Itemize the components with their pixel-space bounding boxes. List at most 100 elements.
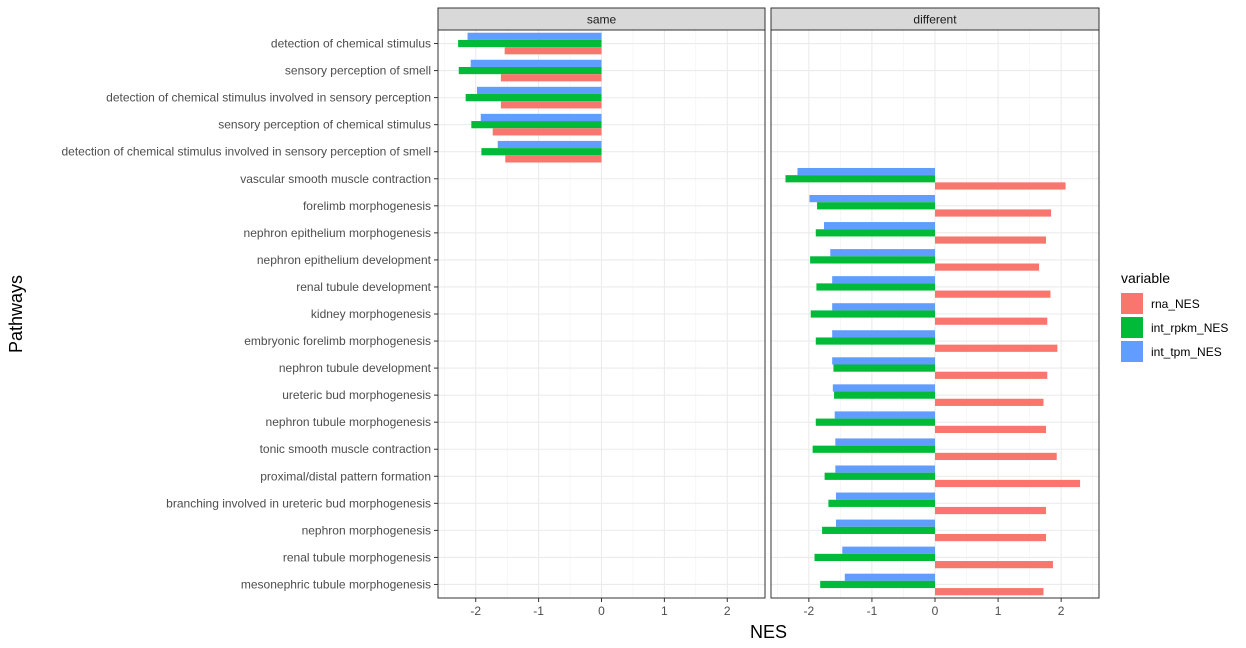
bar-int-rpkm-nes-nephron-morphogenesis (822, 526, 935, 534)
bar-int-tpm-nes-nephron-tubule-development (832, 357, 935, 365)
bar-int-tpm-nes-mesonephric-tubule-morphogenesis (844, 573, 935, 581)
y-tick-label: kidney morphogenesis (311, 307, 431, 321)
y-tick-label: sensory perception of smell (285, 64, 431, 78)
bar-rna-nes-detection-of-chemical-stimulus (504, 47, 602, 55)
y-axis-title: Pathways (6, 275, 26, 353)
bar-int-tpm-nes-nephron-tubule-morphogenesis (834, 411, 935, 419)
y-tick-label: forelimb morphogenesis (303, 199, 431, 213)
y-tick-label: detection of chemical stimulus involved … (106, 91, 431, 105)
y-tick-label: detection of chemical stimulus involved … (61, 145, 431, 159)
legend: variable rna_NES int_rpkm_NES int_tpm_NES (1121, 270, 1228, 362)
y-tick-label: nephron tubule development (279, 361, 432, 375)
y-tick-label: nephron epithelium morphogenesis (244, 226, 431, 240)
y-tick-label: detection of chemical stimulus (271, 37, 431, 51)
bar-rna-nes-renal-tubule-development (935, 290, 1051, 298)
bar-int-rpkm-nes-nephron-tubule-morphogenesis (815, 418, 935, 426)
bar-rna-nes-ureteric-bud-morphogenesis (935, 398, 1044, 406)
bar-int-tpm-nes-forelimb-morphogenesis (809, 195, 935, 203)
bar-int-rpkm-nes-branching-involved-in-ureteric-bud-morphogenesis (828, 499, 935, 507)
bar-int-tpm-nes-renal-tubule-development (832, 276, 935, 284)
bar-rna-nes-tonic-smooth-muscle-contraction (935, 452, 1057, 461)
bar-rna-nes-vascular-smooth-muscle-contraction (935, 182, 1066, 190)
bar-rna-nes-sensory-perception-of-chemical-stimulus (492, 128, 602, 136)
x-tick-label: -2 (804, 604, 815, 618)
bar-rna-nes-proximal-distal-pattern-formation (935, 479, 1081, 488)
bar-rna-nes-renal-tubule-morphogenesis (935, 561, 1053, 569)
bar-int-rpkm-nes-ureteric-bud-morphogenesis (834, 391, 935, 399)
bar-rna-nes-nephron-morphogenesis (935, 533, 1047, 542)
bar-int-rpkm-nes-detection-of-chemical-stimulus-involved-in-sensory-perception-of-smell (481, 148, 602, 156)
x-tick-label: -1 (533, 604, 544, 618)
bar-rna-nes-detection-of-chemical-stimulus-involved-in-sensory-perception (500, 101, 602, 109)
bar-int-rpkm-nes-proximal-distal-pattern-formation (824, 472, 935, 480)
bar-int-rpkm-nes-nephron-epithelium-development (810, 256, 935, 264)
bar-rna-nes-kidney-morphogenesis (935, 317, 1048, 325)
bar-rna-nes-branching-involved-in-ureteric-bud-morphogenesis (935, 506, 1047, 515)
panel-same: same -2 -1 0 1 2 (437, 7, 766, 618)
facet-strip-label: same (587, 13, 617, 27)
bar-int-tpm-nes-sensory-perception-of-smell (470, 59, 602, 67)
bar-int-tpm-nes-kidney-morphogenesis (832, 303, 935, 311)
bar-int-rpkm-nes-renal-tubule-development (816, 283, 935, 291)
x-tick-label: 2 (724, 604, 731, 618)
y-tick-label: sensory perception of chemical stimulus (218, 118, 431, 132)
bar-int-tpm-nes-tonic-smooth-muscle-contraction (835, 438, 935, 446)
y-tick-label: ureteric bud morphogenesis (282, 388, 431, 402)
y-tick-label: mesonephric tubule morphogenesis (241, 577, 431, 591)
bar-int-tpm-nes-ureteric-bud-morphogenesis (832, 384, 935, 392)
y-tick-label: nephron tubule morphogenesis (266, 415, 431, 429)
bar-int-rpkm-nes-sensory-perception-of-smell (458, 66, 602, 75)
bar-int-tpm-nes-nephron-morphogenesis (835, 519, 935, 527)
legend-label-int-rpkm-nes: int_rpkm_NES (1151, 321, 1228, 335)
bar-rna-nes-nephron-tubule-morphogenesis (935, 425, 1047, 433)
bar-rna-nes-nephron-epithelium-morphogenesis (935, 236, 1047, 244)
bar-rna-nes-sensory-perception-of-smell (500, 74, 602, 82)
bar-rna-nes-detection-of-chemical-stimulus-involved-in-sensory-perception-of-smell (505, 155, 602, 163)
facet-strip-label: different (913, 13, 957, 27)
x-tick-label: -2 (470, 604, 481, 618)
y-tick-label: renal tubule development (296, 280, 431, 294)
bar-int-tpm-nes-proximal-distal-pattern-formation (835, 465, 935, 473)
bar-int-rpkm-nes-sensory-perception-of-chemical-stimulus (471, 121, 602, 129)
bar-int-rpkm-nes-tonic-smooth-muscle-contraction (812, 445, 935, 453)
y-tick-label: nephron morphogenesis (302, 523, 431, 537)
bar-int-rpkm-nes-detection-of-chemical-stimulus-involved-in-sensory-perception (465, 94, 602, 102)
x-tick-label: 0 (598, 604, 605, 618)
bar-int-tpm-nes-detection-of-chemical-stimulus (467, 32, 602, 40)
bar-int-rpkm-nes-embryonic-forelimb-morphogenesis (815, 337, 935, 345)
legend-title: variable (1121, 270, 1170, 286)
bar-rna-nes-forelimb-morphogenesis (935, 209, 1052, 217)
y-tick-label: tonic smooth muscle contraction (260, 442, 431, 456)
bar-int-rpkm-nes-mesonephric-tubule-morphogenesis (820, 580, 935, 589)
legend-key-int-tpm-nes (1121, 341, 1143, 362)
y-tick-label: vascular smooth muscle contraction (240, 172, 431, 186)
x-tick-label: 1 (995, 604, 1002, 618)
bar-rna-nes-nephron-epithelium-development (935, 263, 1040, 271)
y-tick-label: nephron epithelium development (257, 253, 432, 267)
y-axis-tick-labels: detection of chemical stimulus sensory pe… (61, 37, 438, 591)
y-tick-label: proximal/distal pattern formation (260, 469, 431, 483)
legend-key-int-rpkm-nes (1121, 317, 1143, 338)
bar-int-rpkm-nes-vascular-smooth-muscle-contraction (785, 175, 935, 183)
bar-int-tpm-nes-detection-of-chemical-stimulus-involved-in-sensory-perception-of-smell (497, 140, 602, 149)
panels-layer: same -2 -1 0 1 2 different -2 -1 0 1 2 (437, 7, 1100, 618)
bar-rna-nes-mesonephric-tubule-morphogenesis (935, 588, 1044, 596)
legend-label-int-tpm-nes: int_tpm_NES (1151, 345, 1222, 359)
y-tick-label: branching involved in ureteric bud morph… (166, 496, 431, 510)
x-tick-label: 0 (932, 604, 939, 618)
bar-int-rpkm-nes-forelimb-morphogenesis (817, 202, 935, 210)
bar-rna-nes-embryonic-forelimb-morphogenesis (935, 344, 1058, 352)
bar-int-tpm-nes-sensory-perception-of-chemical-stimulus (480, 113, 602, 122)
panel-different: different -2 -1 0 1 2 (770, 7, 1100, 618)
x-tick-label: 1 (661, 604, 668, 618)
bar-int-tpm-nes-branching-involved-in-ureteric-bud-morphogenesis (835, 492, 935, 500)
bar-int-tpm-nes-nephron-epithelium-development (830, 249, 935, 257)
legend-key-rna-nes (1121, 293, 1143, 314)
x-tick-label: -1 (867, 604, 878, 618)
y-tick-label: embryonic forelimb morphogenesis (244, 334, 431, 348)
bar-int-rpkm-nes-detection-of-chemical-stimulus (458, 39, 602, 48)
bar-int-tpm-nes-embryonic-forelimb-morphogenesis (832, 330, 935, 338)
x-axis-title: NES (750, 622, 787, 642)
y-tick-label: renal tubule morphogenesis (283, 550, 431, 564)
